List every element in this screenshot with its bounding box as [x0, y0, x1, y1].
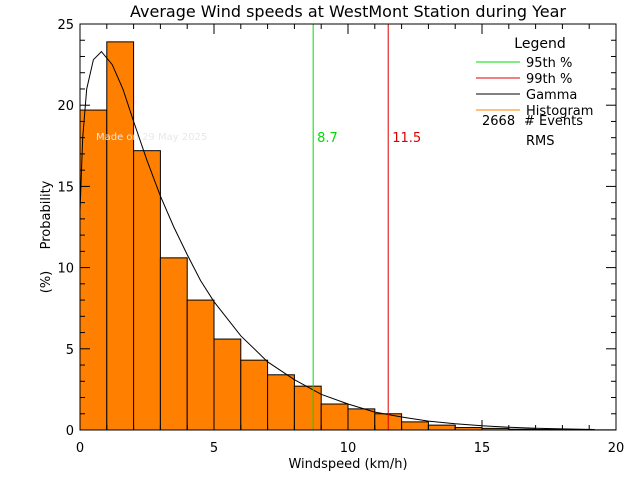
events-count: 2668	[482, 114, 515, 129]
histogram-bar	[320, 403, 349, 431]
histogram-bar	[159, 257, 188, 431]
axis-ticks: 0 5 10 15 20 0 5 10 15 20 25	[57, 18, 624, 456]
legend-title: Legend	[514, 36, 565, 52]
histogram-bar	[427, 424, 456, 431]
histogram-bar	[106, 41, 135, 431]
chart-title: Average Wind speeds at WestMont Station …	[130, 2, 566, 21]
histogram-bars	[79, 41, 617, 431]
histogram-bar	[267, 374, 295, 431]
y-tick-label: 25	[57, 18, 74, 33]
y-axis-unit: (%)	[39, 271, 54, 294]
x-tick-label: 5	[210, 441, 218, 456]
y-tick-label: 20	[57, 99, 74, 114]
histogram-bar	[401, 421, 429, 431]
histogram-bar	[79, 109, 108, 431]
x-tick-label: 0	[76, 441, 84, 456]
y-axis-label: Probability	[39, 180, 54, 249]
histogram-bar	[347, 408, 376, 431]
legend-label: Gamma	[526, 88, 577, 103]
gamma-curve	[79, 50, 595, 430]
x-tick-label: 20	[608, 441, 625, 456]
events-label: # Events	[524, 114, 583, 129]
x-axis-label: Windspeed (km/h)	[288, 457, 407, 472]
percentile-lines: 8.7 11.5	[312, 24, 421, 430]
legend-label: 99th %	[526, 72, 572, 87]
gamma-curve-line	[79, 50, 595, 430]
histogram-bar	[293, 385, 322, 431]
histogram-bar	[186, 299, 215, 431]
histogram-bar	[133, 150, 161, 431]
y-tick-label: 0	[66, 424, 74, 439]
y-tick-label: 5	[66, 343, 74, 358]
percentile-label: 11.5	[392, 131, 421, 146]
histogram-bar	[240, 359, 269, 431]
y-tick-label: 15	[57, 180, 74, 195]
y-tick-label: 10	[57, 262, 74, 277]
watermark: Made on 29 May 2025	[96, 132, 207, 143]
legend-label: Histogram	[526, 104, 593, 119]
legend-label: 95th %	[526, 56, 572, 71]
rms-label: RMS	[526, 134, 555, 149]
percentile-label: 8.7	[317, 131, 338, 146]
histogram-bar	[213, 338, 242, 431]
x-tick-label: 10	[340, 441, 357, 456]
x-tick-label: 15	[474, 441, 491, 456]
